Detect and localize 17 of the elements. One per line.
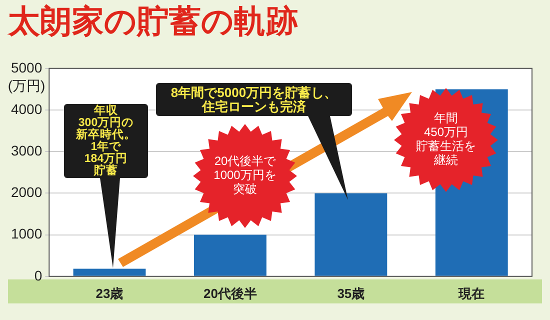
x-tick-label: 35歳 [337, 286, 365, 301]
x-tick-label: 23歳 [96, 286, 124, 301]
annotation: 8年間で5000万円を貯蓄し、住宅ローンも完済 [156, 83, 352, 116]
x-tick-label: 20代後半 [203, 286, 257, 301]
chart-title: 太朗家の貯蓄の軌跡 [7, 3, 298, 40]
x-tick-label: 現在 [458, 286, 485, 301]
bar [194, 234, 266, 276]
y-tick-label: 4000 [10, 100, 42, 117]
y-tick-label: 0 [34, 267, 42, 284]
y-tick-label: 5000 [10, 59, 42, 76]
annotation: 年収300万円の新卒時代。1年で184万円貯蓄 [64, 104, 148, 178]
y-tick-label: 1000 [10, 226, 42, 242]
bar [73, 268, 146, 276]
bar [314, 193, 388, 276]
y-tick-label: 2000 [10, 184, 42, 200]
y-axis-title: (万円) [8, 77, 46, 94]
y-tick-label: 3000 [10, 142, 42, 158]
